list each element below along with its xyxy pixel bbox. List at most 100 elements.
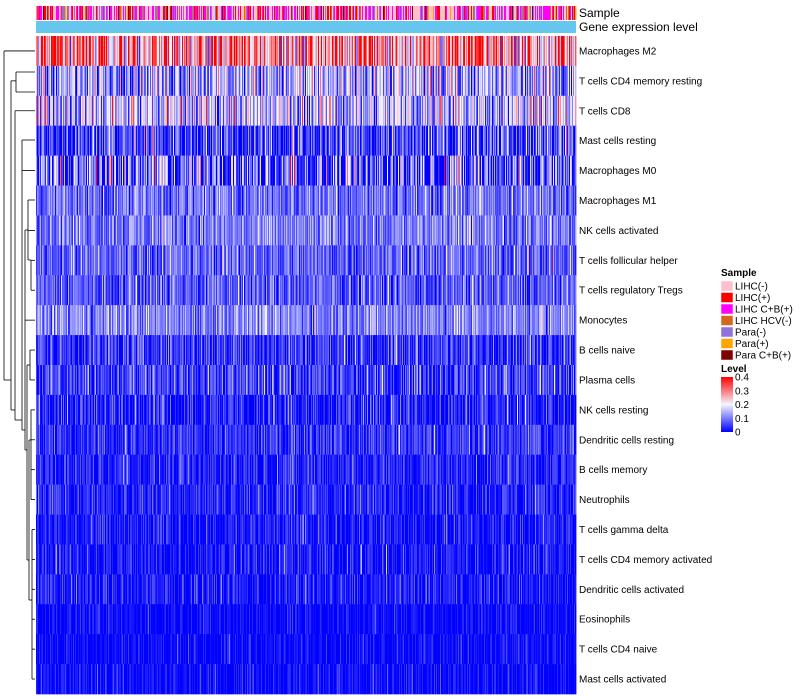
heatmap-cell: [350, 36, 352, 67]
heatmap-cell: [321, 95, 323, 127]
heatmap-cell: [335, 215, 337, 246]
heatmap-cell: [508, 95, 510, 127]
heatmap-cell: [205, 95, 207, 127]
heatmap-cell: [159, 215, 161, 246]
heatmap-cell: [96, 65, 98, 97]
heatmap-cell: [392, 185, 394, 216]
heatmap-cell: [298, 65, 300, 97]
heatmap-cell: [417, 215, 419, 246]
sample-annotation-cell: [114, 6, 116, 20]
heatmap-cell: [283, 185, 285, 216]
heatmap-cell: [293, 155, 295, 186]
heatmap-cell: [575, 36, 577, 67]
heatmap-cell: [303, 125, 305, 156]
heatmap-cell: [377, 185, 379, 216]
heatmap-cell: [261, 245, 263, 276]
heatmap-cell: [371, 155, 373, 186]
heatmap-cell: [425, 185, 427, 216]
heatmap-cell: [96, 155, 98, 186]
row-dendrogram: [3, 50, 35, 680]
heatmap-cell: [485, 215, 487, 246]
heatmap-cell: [73, 125, 75, 156]
heatmap-cell: [38, 215, 40, 246]
heatmap-cell: [45, 95, 47, 127]
heatmap-cell: [504, 36, 506, 67]
heatmap-cell: [371, 36, 373, 67]
heatmap-cell: [348, 245, 350, 276]
heatmap-cell: [288, 95, 290, 127]
heatmap-cell: [110, 125, 112, 156]
heatmap-cell: [122, 125, 124, 156]
sample-annotation-cell: [323, 6, 325, 20]
heatmap-cell: [571, 155, 573, 186]
heatmap-cell: [391, 95, 393, 127]
heatmap-cell: [333, 245, 335, 276]
heatmap-cell: [329, 36, 331, 67]
heatmap-cell: [510, 36, 512, 67]
heatmap-cell: [555, 65, 557, 97]
heatmap-cell: [235, 125, 237, 156]
heatmap-cell: [228, 36, 230, 67]
heatmap-cell: [295, 185, 297, 216]
heatmap-cell: [114, 215, 116, 246]
heatmap-cell: [442, 185, 444, 216]
sample-annotation-cell: [361, 6, 363, 20]
sample-annotation-cell: [362, 6, 364, 20]
heatmap-cell: [379, 95, 381, 127]
heatmap-cell: [479, 65, 481, 97]
heatmap-cell: [137, 95, 139, 127]
heatmap-cell: [573, 155, 575, 186]
heatmap-cell: [395, 95, 397, 127]
heatmap-cell: [535, 215, 537, 246]
heatmap-cell: [531, 245, 533, 276]
heatmap-cell: [342, 95, 344, 127]
heatmap-cell: [91, 36, 93, 67]
heatmap-cell: [112, 185, 114, 216]
heatmap-cell: [427, 215, 429, 246]
heatmap-cell: [414, 95, 416, 127]
heatmap-cell: [210, 215, 212, 246]
heatmap-cell: [155, 125, 157, 156]
heatmap-cell: [256, 215, 258, 246]
heatmap-cell: [177, 185, 179, 216]
heatmap-cell: [185, 245, 187, 276]
heatmap-cell: [368, 65, 370, 97]
heatmap-cell: [72, 245, 74, 276]
heatmap-cell: [370, 65, 372, 97]
heatmap-cell: [234, 155, 236, 186]
heatmap-cell: [188, 155, 190, 186]
heatmap-cell: [66, 185, 68, 216]
sample-annotation-cell: [502, 6, 504, 20]
heatmap-cell: [537, 36, 539, 67]
heatmap-cell: [346, 155, 348, 186]
heatmap-cell: [391, 215, 393, 246]
heatmap-cell: [559, 245, 561, 276]
heatmap-cell: [182, 36, 184, 67]
heatmap-cell: [442, 125, 444, 156]
heatmap-cell: [409, 36, 411, 67]
heatmap-cell: [394, 36, 396, 67]
heatmap-cell: [294, 36, 296, 67]
heatmap-cell: [173, 125, 175, 156]
heatmap-cell: [250, 65, 252, 97]
heatmap-cell: [431, 245, 433, 276]
heatmap-cell: [45, 155, 47, 186]
heatmap-cell: [443, 65, 445, 97]
heatmap-cell: [284, 155, 286, 186]
heatmap-cell: [69, 65, 71, 97]
heatmap-cell: [153, 125, 155, 156]
sample-annotation-cell: [400, 6, 402, 20]
heatmap-cell: [512, 155, 514, 186]
heatmap-cell: [417, 155, 419, 186]
heatmap-cell: [343, 65, 345, 97]
heatmap-cell: [560, 36, 562, 67]
heatmap-cell: [420, 185, 422, 216]
heatmap-cell: [192, 155, 194, 186]
heatmap-cell: [96, 275, 98, 306]
heatmap-cell: [425, 215, 427, 246]
heatmap-cell: [171, 65, 173, 97]
heatmap-cell: [308, 215, 310, 246]
heatmap-cell: [131, 245, 133, 276]
sample-annotation-cell: [235, 6, 237, 20]
heatmap-cell: [243, 65, 245, 97]
